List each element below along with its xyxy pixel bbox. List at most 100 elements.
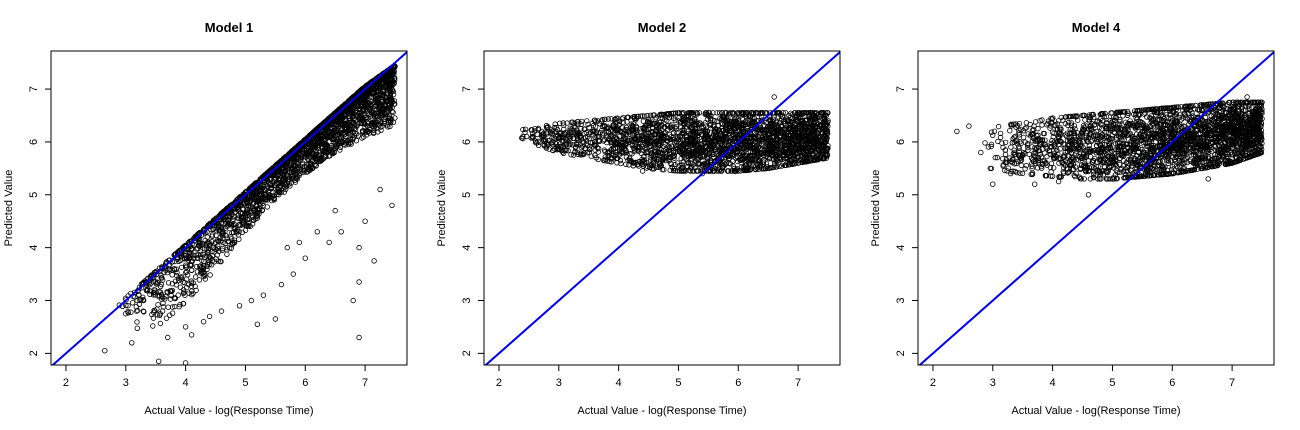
- chart-title: Model 1: [205, 20, 253, 35]
- data-point: [266, 194, 272, 200]
- data-point: [639, 113, 646, 119]
- data-point: [215, 224, 222, 231]
- data-point: [557, 146, 563, 152]
- data-point: [188, 267, 195, 273]
- data-point: [224, 244, 230, 251]
- data-point: [631, 115, 638, 122]
- data-point: [367, 114, 373, 120]
- data-point: [134, 319, 140, 325]
- data-point: [611, 116, 618, 123]
- data-point: [587, 146, 593, 153]
- data-point: [266, 191, 272, 198]
- data-point: [579, 118, 585, 125]
- data-point: [253, 213, 260, 219]
- data-point: [227, 205, 233, 211]
- data-point: [209, 248, 215, 255]
- data-point: [584, 118, 590, 124]
- data-point: [353, 137, 360, 144]
- data-point: [172, 258, 178, 265]
- data-point: [370, 129, 377, 136]
- outlier-point: [200, 319, 207, 325]
- x-tick-label: 5: [242, 377, 248, 389]
- data-point: [376, 99, 382, 106]
- data-point: [722, 124, 729, 130]
- data-point: [390, 109, 396, 115]
- data-point: [668, 161, 674, 167]
- data-point: [708, 117, 714, 123]
- data-point: [226, 229, 232, 236]
- data-point: [209, 258, 216, 264]
- data-point: [200, 251, 206, 258]
- outlier-point: [302, 255, 308, 261]
- data-point: [276, 188, 282, 195]
- data-point: [231, 201, 237, 208]
- data-point: [314, 138, 321, 145]
- data-point: [782, 110, 789, 116]
- data-point: [535, 125, 542, 132]
- data-point: [681, 110, 687, 116]
- data-point: [248, 203, 254, 210]
- data-point: [212, 218, 218, 224]
- data-point: [196, 242, 202, 249]
- data-point: [684, 124, 690, 130]
- data-point: [169, 287, 175, 294]
- data-point: [386, 73, 393, 80]
- data-point: [196, 239, 202, 246]
- data-point: [595, 133, 602, 140]
- data-point: [276, 177, 282, 183]
- data-point: [563, 139, 569, 145]
- data-point: [209, 233, 215, 239]
- data-point: [566, 142, 572, 148]
- data-point: [558, 130, 564, 136]
- data-point: [140, 308, 147, 314]
- data-point: [362, 121, 368, 127]
- data-point: [645, 122, 651, 128]
- data-point: [176, 258, 182, 264]
- data-point: [358, 103, 364, 109]
- outlier-point: [356, 244, 362, 251]
- data-point: [667, 167, 673, 173]
- data-point: [257, 186, 264, 192]
- data-point: [176, 275, 182, 281]
- data-point: [774, 110, 781, 116]
- data-point: [773, 164, 779, 170]
- data-point: [245, 203, 252, 209]
- data-point: [665, 111, 671, 117]
- data-point: [376, 73, 383, 79]
- data-point: [748, 156, 754, 163]
- data-point: [232, 200, 238, 207]
- data-point: [128, 309, 134, 315]
- data-point: [297, 166, 303, 172]
- data-point: [638, 150, 644, 156]
- data-point: [180, 300, 187, 307]
- data-point: [192, 274, 199, 280]
- data-point: [184, 272, 191, 278]
- data-point: [648, 152, 654, 158]
- data-point: [293, 173, 300, 179]
- data-point: [634, 161, 640, 168]
- data-point: [370, 108, 376, 114]
- data-point: [655, 121, 662, 128]
- data-point: [550, 128, 556, 134]
- plot-frame: [50, 50, 408, 366]
- y-tick-label: 3: [28, 297, 40, 303]
- data-point: [197, 241, 204, 247]
- data-point: [168, 288, 175, 294]
- data-point: [262, 196, 268, 202]
- data-point: [371, 103, 378, 110]
- data-point: [235, 232, 242, 238]
- outlier-point: [362, 218, 368, 224]
- data-point: [811, 110, 818, 116]
- outlier-point: [326, 239, 332, 246]
- data-point: [346, 140, 352, 146]
- data-point: [163, 315, 170, 321]
- data-point: [325, 125, 331, 132]
- data-point: [381, 77, 387, 84]
- data-point: [679, 164, 685, 171]
- data-point: [586, 124, 592, 131]
- data-point: [359, 114, 366, 121]
- data-point: [611, 146, 617, 153]
- data-point: [385, 103, 392, 109]
- data-point: [641, 126, 647, 133]
- data-point: [681, 120, 687, 126]
